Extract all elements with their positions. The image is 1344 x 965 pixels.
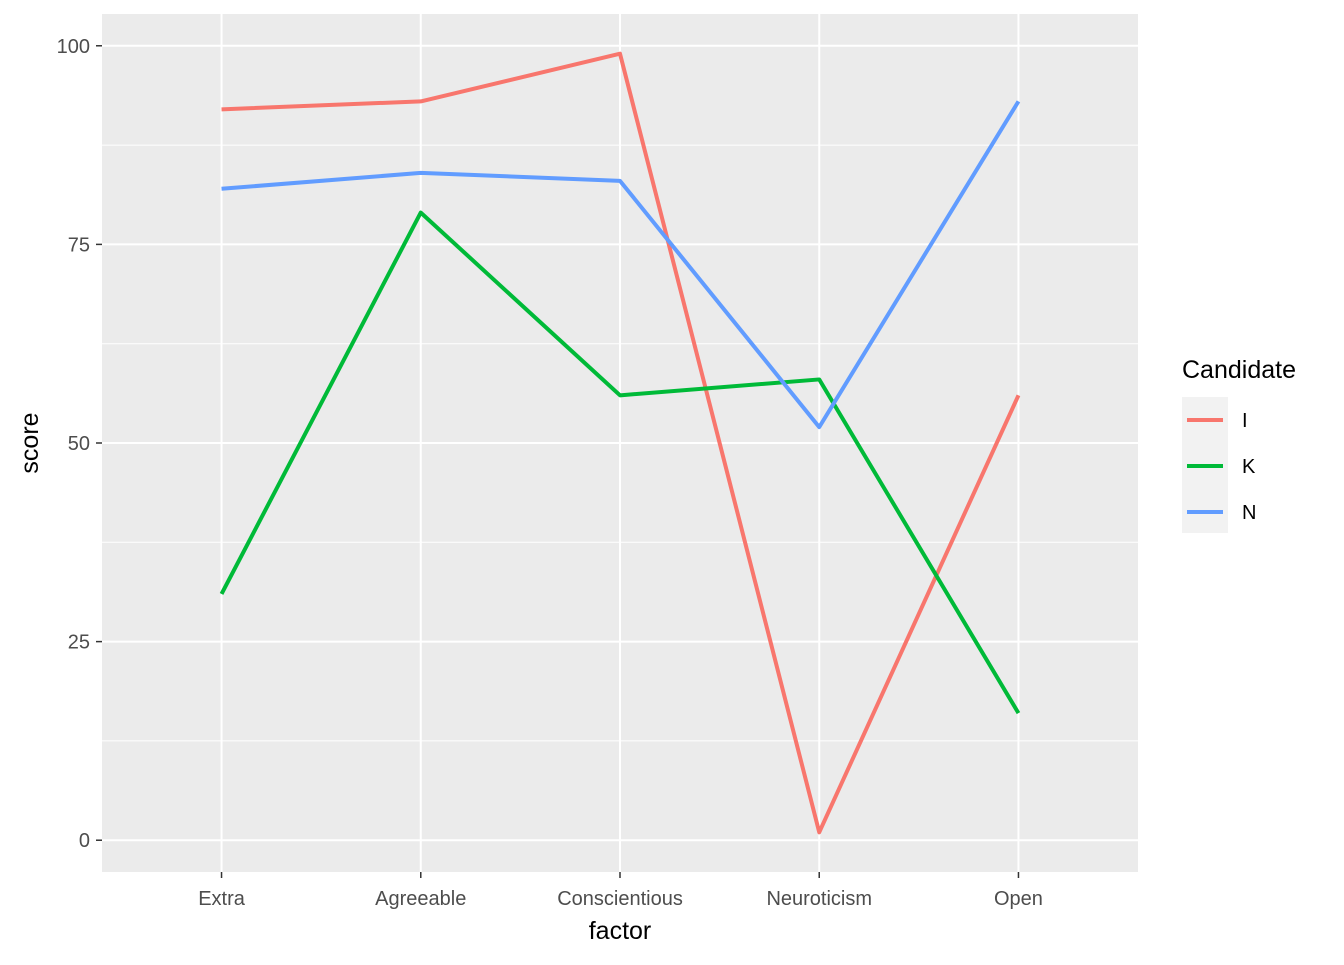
series-line-n (221, 100, 1021, 430)
series-line-k (219, 210, 1021, 715)
y-tick-label: 75 (68, 234, 90, 256)
series-lines (219, 51, 1021, 835)
legend-label: I (1242, 410, 1248, 432)
y-tick-label: 100 (57, 36, 90, 58)
x-tick-label: Conscientious (557, 888, 683, 910)
x-axis: Extra Agreeable Conscientious Neuroticism Op… (198, 872, 1043, 910)
y-tick-label: 50 (68, 433, 90, 455)
legend-title: Candidate (1182, 356, 1296, 384)
x-tick-label: Extra (198, 888, 246, 910)
y-axis-title: score (16, 412, 44, 473)
legend-label: K (1242, 456, 1256, 478)
y-axis: 0 25 50 75 100 (57, 36, 102, 852)
series-line-i (221, 51, 1021, 835)
major-gridlines (102, 14, 1138, 872)
legend-label: N (1242, 502, 1256, 524)
x-tick-label: Neuroticism (766, 888, 872, 910)
x-tick-label: Open (994, 888, 1043, 910)
x-tick-label: Agreeable (375, 888, 466, 910)
legend: Candidate I K N (1182, 356, 1296, 533)
y-tick-label: 25 (68, 632, 90, 654)
y-tick-label: 0 (79, 830, 90, 852)
x-axis-title: factor (589, 917, 652, 945)
